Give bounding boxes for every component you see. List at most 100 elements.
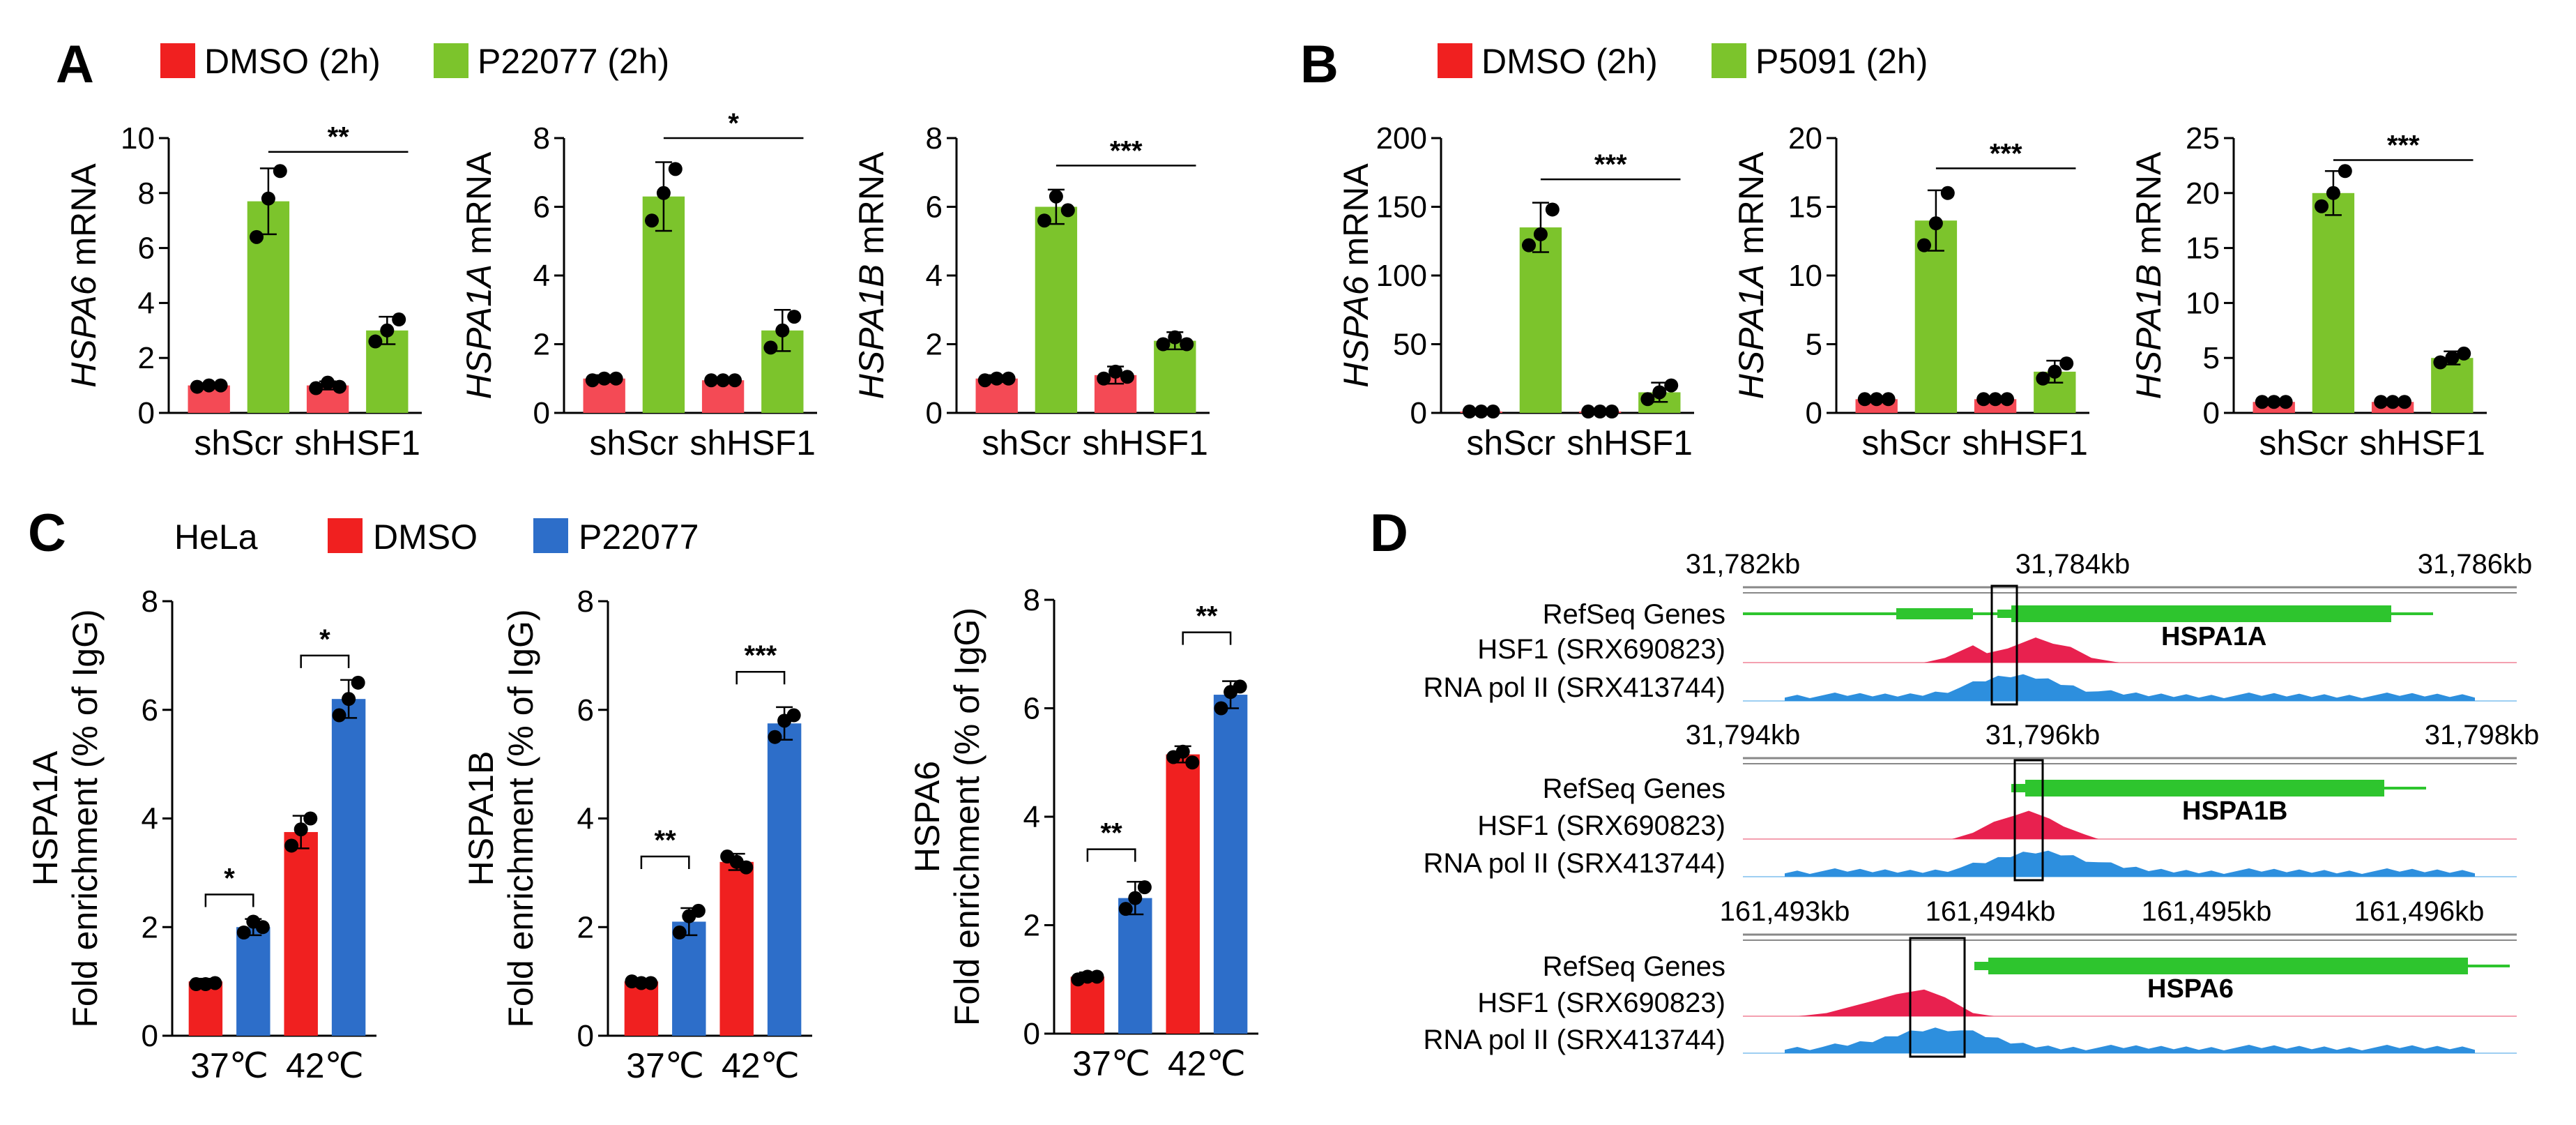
- data-point: [2315, 199, 2329, 213]
- sig-label: ***: [1594, 149, 1627, 180]
- data-point: [1108, 364, 1123, 379]
- data-point: [1118, 902, 1133, 916]
- track-block-hspa1b: 31,794kb 31,796kb 31,798kb RefSeq Genes HSF1…: [1423, 720, 2539, 882]
- data-point: [1857, 392, 1872, 407]
- legend-a: DMSO (2h) P22077 (2h): [160, 42, 669, 81]
- y-tick-label: 0: [138, 396, 155, 430]
- data-point: [1652, 385, 1667, 400]
- data-point: [1168, 330, 1182, 345]
- data-point: [2036, 371, 2050, 386]
- data-point: [1581, 405, 1596, 419]
- group-label: 37℃: [626, 1046, 704, 1085]
- polii-signal: [1785, 1027, 2475, 1053]
- y-axis-label-gene: HSPA6: [64, 275, 103, 387]
- hsf1-peak: [1799, 989, 1994, 1016]
- data-point: [1128, 891, 1143, 905]
- hsf1-peak: [1952, 810, 2098, 839]
- legend-c-drug-swatch: [533, 518, 568, 553]
- pair-sig-label: **: [1196, 601, 1218, 632]
- y-axis-label: HSPA6 mRNA: [64, 163, 103, 388]
- y-axis-label: HSPA1A mRNA: [459, 151, 498, 399]
- data-point: [727, 373, 742, 388]
- coordinate-tick-label: 161,493kb: [1720, 896, 1850, 927]
- group-label: shHSF1: [2359, 423, 2485, 462]
- pair-sig-bracket: [736, 670, 786, 685]
- data-point: [1049, 189, 1063, 204]
- legend-c-cell-label: HeLa: [174, 518, 258, 557]
- data-point: [668, 162, 683, 176]
- group-label: shScr: [589, 423, 678, 462]
- data-point: [2397, 395, 2411, 409]
- data-point: [1474, 405, 1488, 419]
- data-point: [380, 323, 395, 338]
- y-axis-label: Fold enrichment (% of IgG): [66, 609, 105, 1027]
- track-label-polii: RNA pol II (SRX413744): [1423, 1025, 1725, 1055]
- y-axis-label-gene: HSPA1B: [2129, 264, 2168, 400]
- y-tick-label: 2: [926, 328, 943, 362]
- data-point: [332, 708, 346, 723]
- pair-sig-bracket: [1182, 631, 1232, 645]
- chart-a-hspa6: 0 2 4 6 8 10 shScr shHSF1 ** HSPA6 mRNA: [64, 121, 422, 462]
- coordinate-tick-label: 161,496kb: [2354, 896, 2485, 927]
- legend-b-dmso-label: DMSO (2h): [1481, 42, 1658, 81]
- y-axis-label-target: HSPA1B: [462, 751, 501, 886]
- chart-b-hspa6: 0 50 100 150 200 shScr shHSF1 *** HSPA6 mRNA: [1336, 121, 1694, 462]
- data-point: [1999, 392, 2014, 407]
- group-label: 42℃: [286, 1046, 364, 1085]
- coordinate-tick-label: 31,794kb: [1686, 720, 1801, 750]
- data-point: [294, 822, 308, 837]
- data-point: [1593, 405, 1608, 419]
- group-label: shHSF1: [1962, 423, 2088, 462]
- promoter-highlight-box: [1990, 584, 2018, 706]
- group-label: shHSF1: [294, 423, 420, 462]
- group-label: shHSF1: [1082, 423, 1208, 462]
- coordinate-tick-label: 31,786kb: [2418, 549, 2533, 580]
- pair-sig-label: **: [1101, 818, 1123, 849]
- data-point: [643, 976, 658, 990]
- track-label-refseq: RefSeq Genes: [1543, 599, 1725, 630]
- legend-a-drug-swatch: [434, 43, 468, 78]
- pair-sig-label: *: [319, 624, 330, 655]
- bar: [642, 196, 685, 413]
- track-block-hspa1a: 31,782kb 31,784kb 31,786kb RefSeq Genes HSF1…: [1423, 549, 2533, 706]
- y-tick-label: 8: [142, 584, 158, 619]
- panel-letter-b: B: [1300, 35, 1339, 94]
- sig-label: ***: [2387, 130, 2420, 161]
- y-tick-label: 2: [138, 341, 155, 375]
- data-point: [1156, 337, 1171, 352]
- data-point: [1175, 744, 1190, 759]
- y-tick-label: 20: [1788, 121, 1822, 156]
- group-label: shScr: [194, 423, 283, 462]
- y-tick-label: 0: [2203, 396, 2220, 430]
- data-point: [977, 373, 992, 388]
- y-axis-label: HSPA1B mRNA: [852, 151, 891, 399]
- bar: [1035, 206, 1078, 413]
- y-axis-label: HSPA1A mRNA: [1732, 151, 1771, 399]
- data-point: [787, 310, 802, 324]
- data-point: [342, 692, 356, 707]
- gene-utr: [2011, 784, 2025, 792]
- y-tick-label: 0: [926, 396, 943, 430]
- sig-label: **: [328, 122, 350, 153]
- pair-sig-label: **: [655, 825, 677, 856]
- gene-name-label: HSPA1A: [2161, 622, 2266, 651]
- group-label: shHSF1: [1567, 423, 1693, 462]
- chart-b-hspa1a: 0 5 10 15 20 shScr shHSF1 *** HSPA1A mRNA: [1732, 121, 2089, 462]
- panel-letter-c: C: [28, 504, 66, 563]
- data-point: [1090, 969, 1104, 984]
- y-axis-label-gene: HSPA1A: [1732, 264, 1771, 400]
- data-point: [1869, 392, 1884, 407]
- y-tick-label: 8: [926, 121, 943, 156]
- data-point: [284, 838, 299, 853]
- track-label-polii: RNA pol II (SRX413744): [1423, 848, 1725, 879]
- group-label: 42℃: [1168, 1044, 1246, 1083]
- data-point: [1120, 370, 1134, 384]
- data-point: [763, 340, 778, 355]
- y-tick-label: 0: [1023, 1017, 1040, 1051]
- data-point: [1640, 392, 1655, 407]
- legend-a-dmso-swatch: [160, 43, 195, 78]
- gene-name-label: HSPA6: [2147, 974, 2234, 1004]
- data-point: [656, 186, 671, 200]
- y-axis-label-unit: mRNA: [459, 151, 498, 264]
- y-tick-label: 6: [142, 693, 158, 727]
